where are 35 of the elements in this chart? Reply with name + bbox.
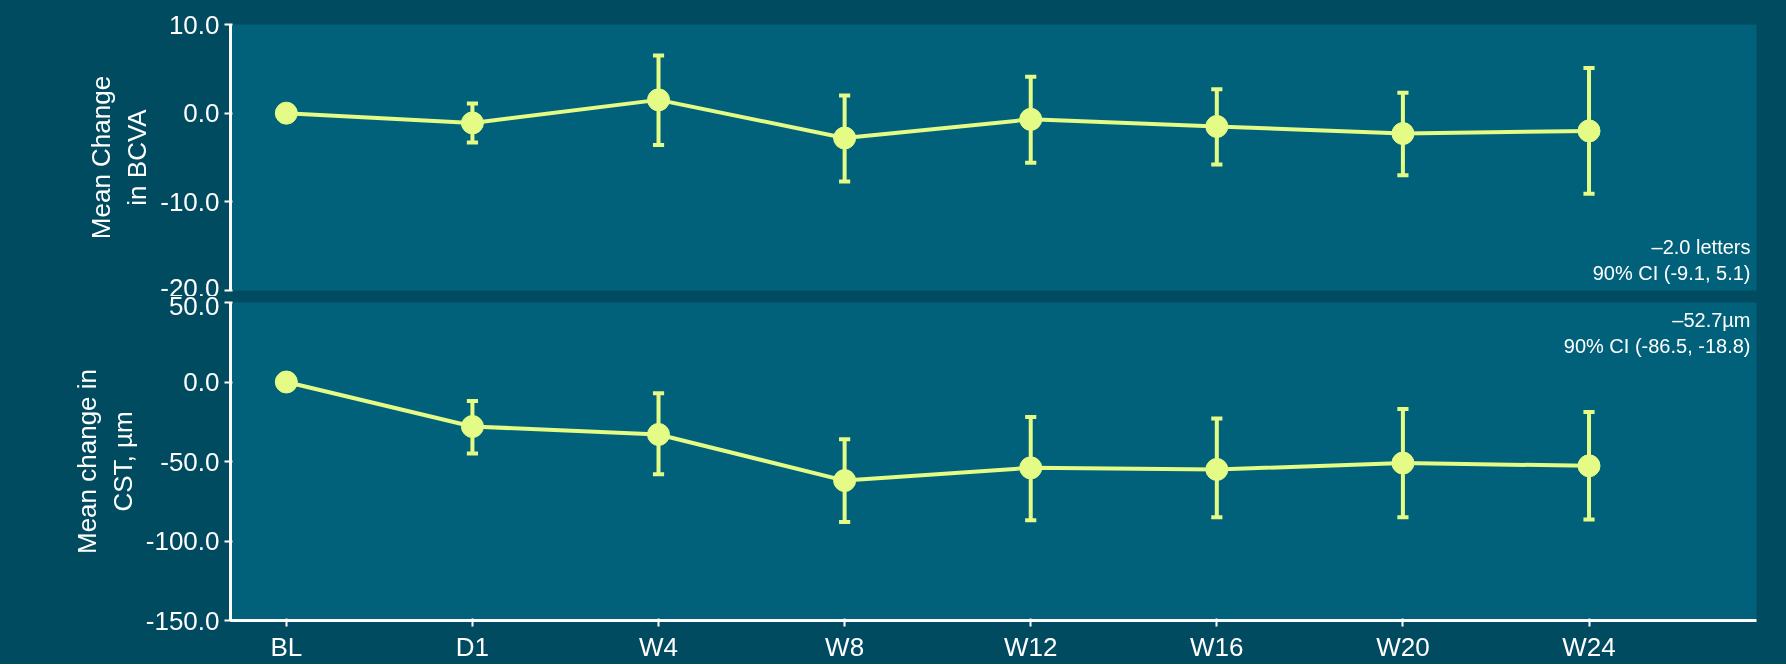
y-tick-label: 10.0 [168,9,220,40]
point [1019,107,1043,131]
point [274,370,298,394]
y-tick-label: -100.0 [145,526,220,556]
y-tick-label: -50.0 [160,446,220,477]
point [1577,119,1601,143]
x-tick-label: W24 [1562,631,1616,662]
x-tick-label: W16 [1190,631,1244,662]
point [1205,457,1229,481]
y-axis-title: Mean Change in BCVA [86,75,153,240]
point [1019,456,1043,480]
x-tick-label: W8 [825,631,865,662]
point [833,469,857,493]
y-tick-label: 0.0 [183,367,220,397]
x-tick-label: W12 [1003,631,1058,662]
point [460,111,484,135]
annotation: –2.0 letters 90% CI (-9.1, 5.1) [1592,236,1751,285]
point [460,415,484,438]
x-tick-label: BL [270,631,303,662]
annotation: –52.7µm 90% CI (-86.5, -18.8) [1563,308,1751,357]
y-tick-label: -10.0 [160,186,220,217]
point [1577,454,1601,478]
point [647,88,671,112]
y-tick-label: -150.0 [145,605,220,636]
point [647,422,671,446]
point [1205,114,1229,138]
point [1391,122,1415,146]
x-tick-label: W20 [1376,631,1430,662]
point [1391,451,1415,475]
point [833,126,857,150]
y-tick-label: 0.0 [183,98,220,129]
x-tick-label: W4 [639,631,679,662]
point [274,101,298,125]
y-axis-title: Mean change in CST, µm [71,368,138,555]
x-tick-label: D1 [455,631,490,662]
